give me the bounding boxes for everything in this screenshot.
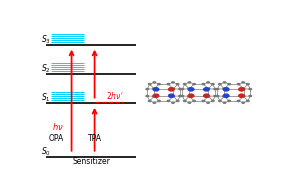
Circle shape	[227, 83, 231, 85]
Circle shape	[237, 100, 241, 102]
Text: Sensitizer: Sensitizer	[72, 157, 110, 166]
Circle shape	[223, 87, 230, 92]
Circle shape	[207, 95, 211, 98]
Circle shape	[201, 83, 205, 85]
Circle shape	[222, 88, 226, 90]
Circle shape	[213, 88, 217, 90]
Circle shape	[203, 93, 210, 98]
Circle shape	[171, 101, 175, 104]
Circle shape	[176, 100, 180, 102]
Text: $S_3$: $S_3$	[41, 33, 51, 46]
Circle shape	[178, 88, 182, 90]
Circle shape	[176, 83, 180, 85]
Circle shape	[187, 81, 191, 84]
Circle shape	[246, 83, 250, 85]
Circle shape	[238, 87, 245, 92]
Circle shape	[241, 101, 245, 104]
Circle shape	[152, 81, 156, 84]
Circle shape	[215, 95, 219, 97]
Circle shape	[153, 87, 160, 92]
Circle shape	[248, 88, 252, 90]
Circle shape	[238, 93, 245, 98]
Circle shape	[145, 95, 149, 97]
Circle shape	[207, 88, 211, 90]
Circle shape	[152, 101, 156, 104]
Circle shape	[187, 95, 191, 98]
Circle shape	[211, 83, 215, 85]
Circle shape	[180, 95, 184, 97]
Circle shape	[227, 100, 231, 102]
Circle shape	[168, 87, 175, 92]
Circle shape	[192, 83, 196, 85]
Circle shape	[213, 95, 217, 97]
Circle shape	[222, 101, 226, 104]
Circle shape	[215, 88, 219, 90]
Circle shape	[201, 100, 205, 102]
Circle shape	[206, 101, 210, 104]
Circle shape	[242, 88, 246, 90]
Circle shape	[206, 81, 210, 84]
Circle shape	[166, 83, 170, 85]
Circle shape	[148, 83, 152, 85]
Circle shape	[152, 95, 156, 98]
Circle shape	[153, 93, 160, 98]
Text: $h\nu$: $h\nu$	[52, 121, 64, 132]
Circle shape	[152, 88, 156, 90]
Circle shape	[222, 81, 226, 84]
Circle shape	[171, 81, 175, 84]
Circle shape	[211, 100, 215, 102]
Circle shape	[157, 83, 161, 85]
Circle shape	[183, 83, 187, 85]
Circle shape	[178, 95, 182, 97]
Circle shape	[192, 100, 196, 102]
Circle shape	[223, 93, 230, 98]
Circle shape	[188, 93, 195, 98]
Circle shape	[187, 88, 191, 90]
Text: $S_0$: $S_0$	[41, 145, 51, 158]
Circle shape	[166, 100, 170, 102]
Circle shape	[171, 88, 175, 90]
Circle shape	[148, 100, 152, 102]
Circle shape	[171, 95, 175, 98]
Circle shape	[248, 95, 252, 97]
Text: $S_1$: $S_1$	[41, 92, 51, 104]
Circle shape	[188, 87, 195, 92]
Circle shape	[180, 88, 184, 90]
Text: OPA: OPA	[49, 134, 64, 143]
Circle shape	[203, 87, 210, 92]
Circle shape	[246, 100, 250, 102]
Text: $2h\nu'$: $2h\nu'$	[106, 90, 123, 101]
Circle shape	[183, 100, 187, 102]
Circle shape	[168, 93, 175, 98]
Circle shape	[218, 83, 222, 85]
Circle shape	[218, 100, 222, 102]
Circle shape	[157, 100, 161, 102]
Circle shape	[237, 83, 241, 85]
Circle shape	[187, 101, 191, 104]
Text: TPA: TPA	[88, 134, 102, 143]
Circle shape	[242, 95, 246, 98]
Circle shape	[145, 88, 149, 90]
Text: $S_2$: $S_2$	[41, 63, 51, 75]
Circle shape	[222, 95, 226, 98]
Circle shape	[241, 81, 245, 84]
